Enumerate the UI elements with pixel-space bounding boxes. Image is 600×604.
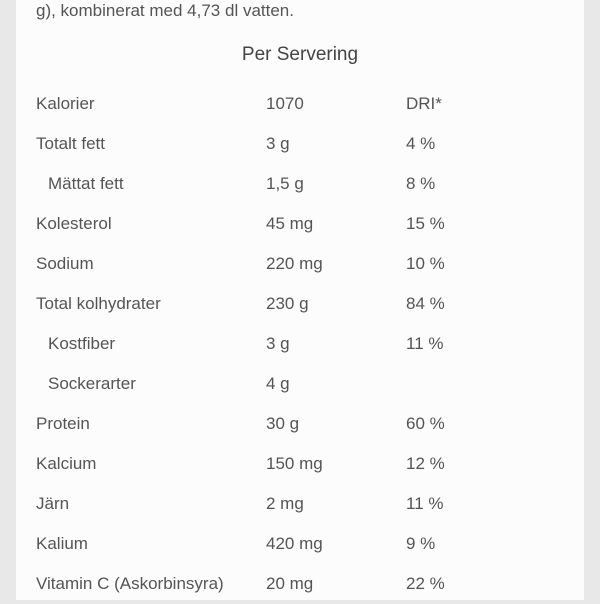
nutrition-value: 1070: [266, 94, 396, 114]
nutrition-dri: 11 %: [396, 494, 564, 514]
nutrition-rows: Kalorier1070DRI*Totalt fett3 g4 %Mättat …: [36, 84, 564, 604]
nutrition-dri: DRI*: [396, 94, 564, 114]
nutrition-label: Sockerarter: [36, 374, 266, 394]
intro-text: g), kombinerat med 4,73 dl vatten.: [36, 0, 564, 22]
nutrition-label: Kalium: [36, 534, 266, 554]
nutrition-value: 4 g: [266, 374, 396, 394]
nutrition-row: Totalt fett3 g4 %: [36, 124, 564, 164]
nutrition-value: 30 g: [266, 414, 396, 434]
nutrition-row: Vitamin C (Askorbinsyra)20 mg22 %: [36, 564, 564, 604]
nutrition-row: Kalorier1070DRI*: [36, 84, 564, 124]
nutrition-label: Vitamin C (Askorbinsyra): [36, 574, 266, 594]
nutrition-label: Total kolhydrater: [36, 294, 266, 314]
nutrition-value: 230 g: [266, 294, 396, 314]
nutrition-row: Sockerarter4 g: [36, 364, 564, 404]
nutrition-row: Mättat fett1,5 g8 %: [36, 164, 564, 204]
nutrition-label: Kostfiber: [36, 334, 266, 354]
nutrition-label: Totalt fett: [36, 134, 266, 154]
nutrition-dri: 8 %: [396, 174, 564, 194]
nutrition-value: 150 mg: [266, 454, 396, 474]
nutrition-dri: 12 %: [396, 454, 564, 474]
nutrition-dri: 84 %: [396, 294, 564, 314]
nutrition-label: Sodium: [36, 254, 266, 274]
nutrition-panel: g), kombinerat med 4,73 dl vatten. Per S…: [16, 0, 584, 600]
nutrition-row: Kalcium150 mg12 %: [36, 444, 564, 484]
nutrition-value: 20 mg: [266, 574, 396, 594]
nutrition-dri: [396, 374, 564, 394]
nutrition-value: 2 mg: [266, 494, 396, 514]
nutrition-dri: 9 %: [396, 534, 564, 554]
nutrition-row: Kalium420 mg9 %: [36, 524, 564, 564]
nutrition-label: Kalcium: [36, 454, 266, 474]
nutrition-label: Järn: [36, 494, 266, 514]
nutrition-value: 45 mg: [266, 214, 396, 234]
nutrition-value: 1,5 g: [266, 174, 396, 194]
nutrition-row: Järn2 mg11 %: [36, 484, 564, 524]
nutrition-dri: 60 %: [396, 414, 564, 434]
nutrition-dri: 11 %: [396, 334, 564, 354]
nutrition-label: Kolesterol: [36, 214, 266, 234]
nutrition-value: 3 g: [266, 134, 396, 154]
nutrition-dri: 10 %: [396, 254, 564, 274]
nutrition-row: Kostfiber3 g11 %: [36, 324, 564, 364]
nutrition-value: 3 g: [266, 334, 396, 354]
nutrition-dri: 15 %: [396, 214, 564, 234]
nutrition-label: Protein: [36, 414, 266, 434]
nutrition-row: Protein30 g60 %: [36, 404, 564, 444]
nutrition-label: Mättat fett: [36, 174, 266, 194]
nutrition-row: Sodium220 mg10 %: [36, 244, 564, 284]
nutrition-row: Total kolhydrater230 g84 %: [36, 284, 564, 324]
per-serving-header: Per Servering: [36, 22, 564, 84]
nutrition-value: 420 mg: [266, 534, 396, 554]
nutrition-dri: 4 %: [396, 134, 564, 154]
nutrition-dri: 22 %: [396, 574, 564, 594]
nutrition-label: Kalorier: [36, 94, 266, 114]
nutrition-value: 220 mg: [266, 254, 396, 274]
nutrition-row: Kolesterol45 mg15 %: [36, 204, 564, 244]
